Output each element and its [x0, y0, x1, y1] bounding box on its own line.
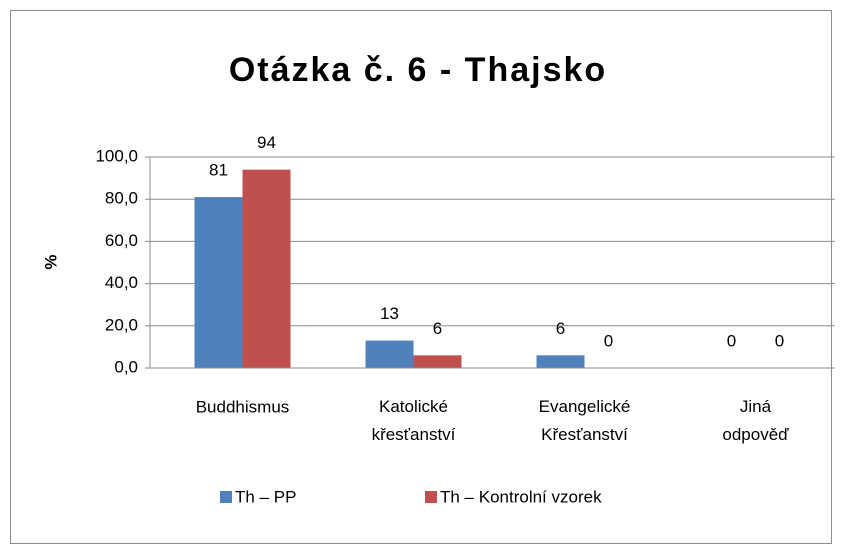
legend-label: Th – PP: [235, 487, 296, 506]
x-tick-label: Jiná odpověď: [722, 397, 789, 444]
x-tick-label: Katolické křesťanství: [372, 397, 456, 444]
y-tick-label: 100,0: [95, 146, 138, 165]
y-tick-label: 0,0: [114, 357, 138, 376]
x-tick-label: Evangelické Křesťanství: [539, 397, 631, 444]
legend-label: Th – Kontrolní vzorek: [440, 487, 602, 506]
bar: [413, 355, 462, 368]
y-tick-label: 40,0: [105, 273, 138, 292]
x-tick-label: Buddhismus: [196, 397, 290, 416]
data-label: 0: [727, 331, 736, 350]
chart-border: [10, 10, 832, 544]
y-tick-label: 60,0: [105, 231, 138, 250]
y-tick-label: 20,0: [105, 315, 138, 334]
data-label: 13: [380, 304, 399, 323]
data-label: 94: [257, 133, 276, 152]
bar: [194, 197, 243, 368]
data-label: 0: [775, 331, 784, 350]
legend-swatch: [220, 491, 232, 503]
bar: [242, 169, 291, 368]
y-axis-label: %: [41, 254, 60, 269]
bar: [365, 340, 414, 368]
chart-title: Otázka č. 6 - Thajsko: [229, 51, 607, 89]
data-label: 6: [556, 319, 565, 338]
data-label: 6: [433, 319, 442, 338]
legend-swatch: [425, 491, 437, 503]
y-tick-label: 80,0: [105, 189, 138, 208]
bar: [536, 355, 585, 368]
data-label: 0: [604, 331, 613, 350]
data-label: 81: [209, 161, 228, 180]
